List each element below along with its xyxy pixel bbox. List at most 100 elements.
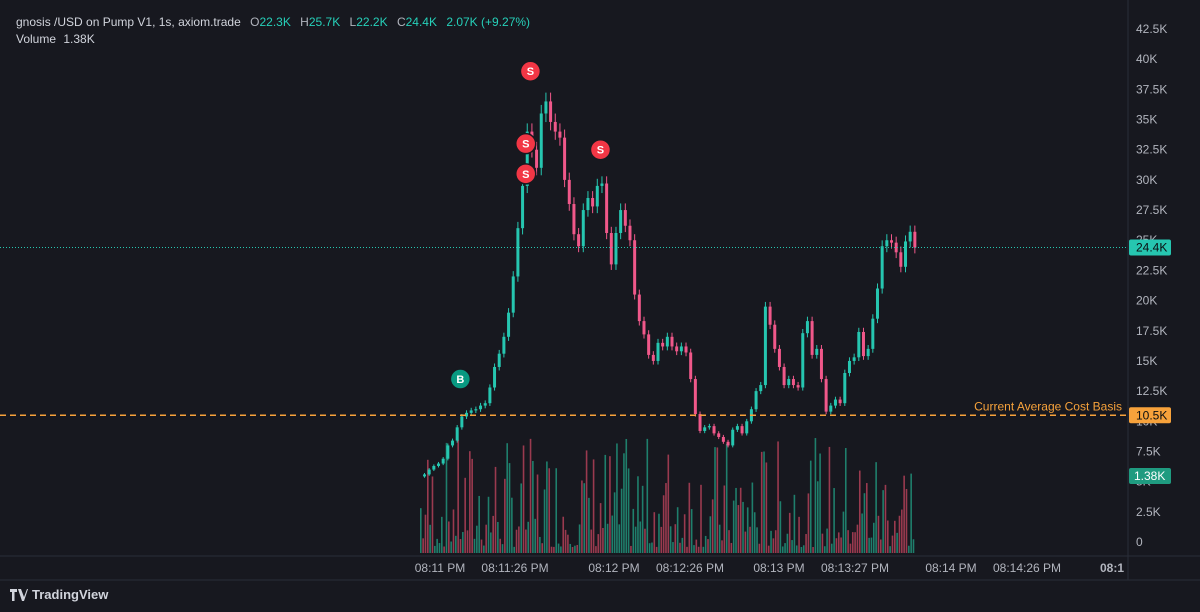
volume-bar	[667, 454, 670, 553]
volume-bar	[821, 533, 824, 553]
candle	[833, 399, 837, 406]
legend-row-ohlc: gnosis /USD on Pump V1, 1s, axiom.trade …	[16, 14, 530, 30]
volume-bar	[464, 477, 466, 553]
y-tick-label: 32.5K	[1136, 143, 1167, 157]
volume-bar	[894, 520, 896, 553]
sell-marker-label: S	[522, 139, 529, 151]
volume-bar	[630, 545, 632, 553]
volume-bar	[791, 540, 793, 553]
candle	[437, 463, 441, 466]
candle	[502, 336, 506, 354]
tradingview-logo[interactable]: TradingView	[10, 587, 108, 602]
volume-bar	[476, 525, 478, 553]
volume-bar	[784, 543, 786, 553]
candle	[539, 113, 543, 168]
candle	[763, 306, 767, 386]
volume-bar	[681, 537, 684, 553]
candle	[768, 306, 772, 325]
volume-bar	[490, 532, 492, 553]
buy-marker[interactable]	[449, 368, 472, 390]
volume-bar	[623, 453, 625, 553]
x-tick-label: 08:12:26 PM	[656, 561, 724, 575]
sell-marker[interactable]	[514, 132, 537, 155]
candle	[712, 426, 716, 434]
volume-bar	[908, 545, 910, 553]
volume-bar	[730, 542, 733, 553]
volume-bar	[851, 532, 854, 553]
volume-bar	[483, 545, 485, 553]
candle	[805, 321, 809, 334]
candle	[908, 231, 912, 242]
sell-marker[interactable]	[589, 138, 612, 161]
candle	[782, 366, 786, 386]
volume-bar	[707, 539, 709, 553]
candle	[614, 232, 618, 265]
candle	[465, 412, 469, 417]
volume-bar	[826, 528, 828, 553]
candle	[591, 197, 595, 207]
volume-bar	[518, 526, 520, 553]
volume-bar	[434, 545, 436, 553]
candle	[759, 385, 763, 392]
volume-bar	[805, 534, 807, 553]
volume-bar	[856, 524, 859, 553]
volume-bar	[658, 513, 660, 553]
sell-marker[interactable]	[514, 163, 537, 185]
volume-bar	[679, 542, 681, 553]
volume-bar	[674, 524, 677, 553]
candle	[684, 346, 688, 353]
volume-bar	[620, 488, 623, 553]
volume-bar	[576, 544, 579, 553]
volume-bar	[539, 536, 541, 553]
legend-h-label: H	[300, 15, 309, 29]
candle	[455, 427, 459, 441]
volume-bar	[578, 524, 581, 553]
volume-bar	[697, 546, 700, 553]
volume-bar	[891, 535, 894, 553]
candle	[773, 324, 777, 349]
volume-bar	[504, 478, 506, 553]
candle	[838, 399, 842, 404]
volume-bar	[560, 546, 562, 553]
volume-bar	[548, 468, 551, 553]
volume-bar	[718, 524, 721, 553]
volume-bar	[833, 488, 835, 553]
volume-bar	[429, 524, 431, 553]
volume-bar	[695, 539, 698, 553]
legend-open: 22.3K	[259, 15, 291, 29]
volume-bar	[798, 516, 800, 553]
volume-bar	[499, 538, 501, 553]
volume-bar	[725, 443, 728, 553]
volume-bar	[422, 538, 424, 553]
volume-bar	[553, 546, 555, 553]
candle	[810, 321, 814, 355]
candle	[446, 445, 450, 459]
volume-bar	[912, 539, 915, 553]
cost-basis-value: 10.5K	[1136, 408, 1167, 422]
tradingview-logo-icon	[10, 588, 28, 601]
volume-bar	[632, 508, 635, 553]
volume-bar	[602, 527, 604, 553]
volume-bar	[896, 532, 898, 553]
volume-bar	[588, 497, 590, 553]
y-tick-label: 40K	[1136, 52, 1157, 66]
volume-bar	[686, 546, 688, 553]
candle	[595, 185, 599, 207]
volume-bar	[532, 460, 534, 553]
volume-bar	[819, 453, 821, 553]
candle	[605, 183, 609, 233]
candle	[651, 354, 655, 361]
volume-bar	[473, 538, 476, 553]
candle	[885, 240, 889, 247]
volume-bar	[744, 531, 747, 553]
volume-bar	[889, 546, 891, 553]
volume-bar	[739, 487, 742, 553]
volume-bar	[905, 488, 908, 553]
candle	[819, 348, 823, 380]
volume-bar	[529, 438, 532, 553]
volume-bar	[457, 439, 459, 553]
sell-marker[interactable]	[519, 60, 542, 82]
y-tick-label: 0	[1136, 535, 1143, 549]
